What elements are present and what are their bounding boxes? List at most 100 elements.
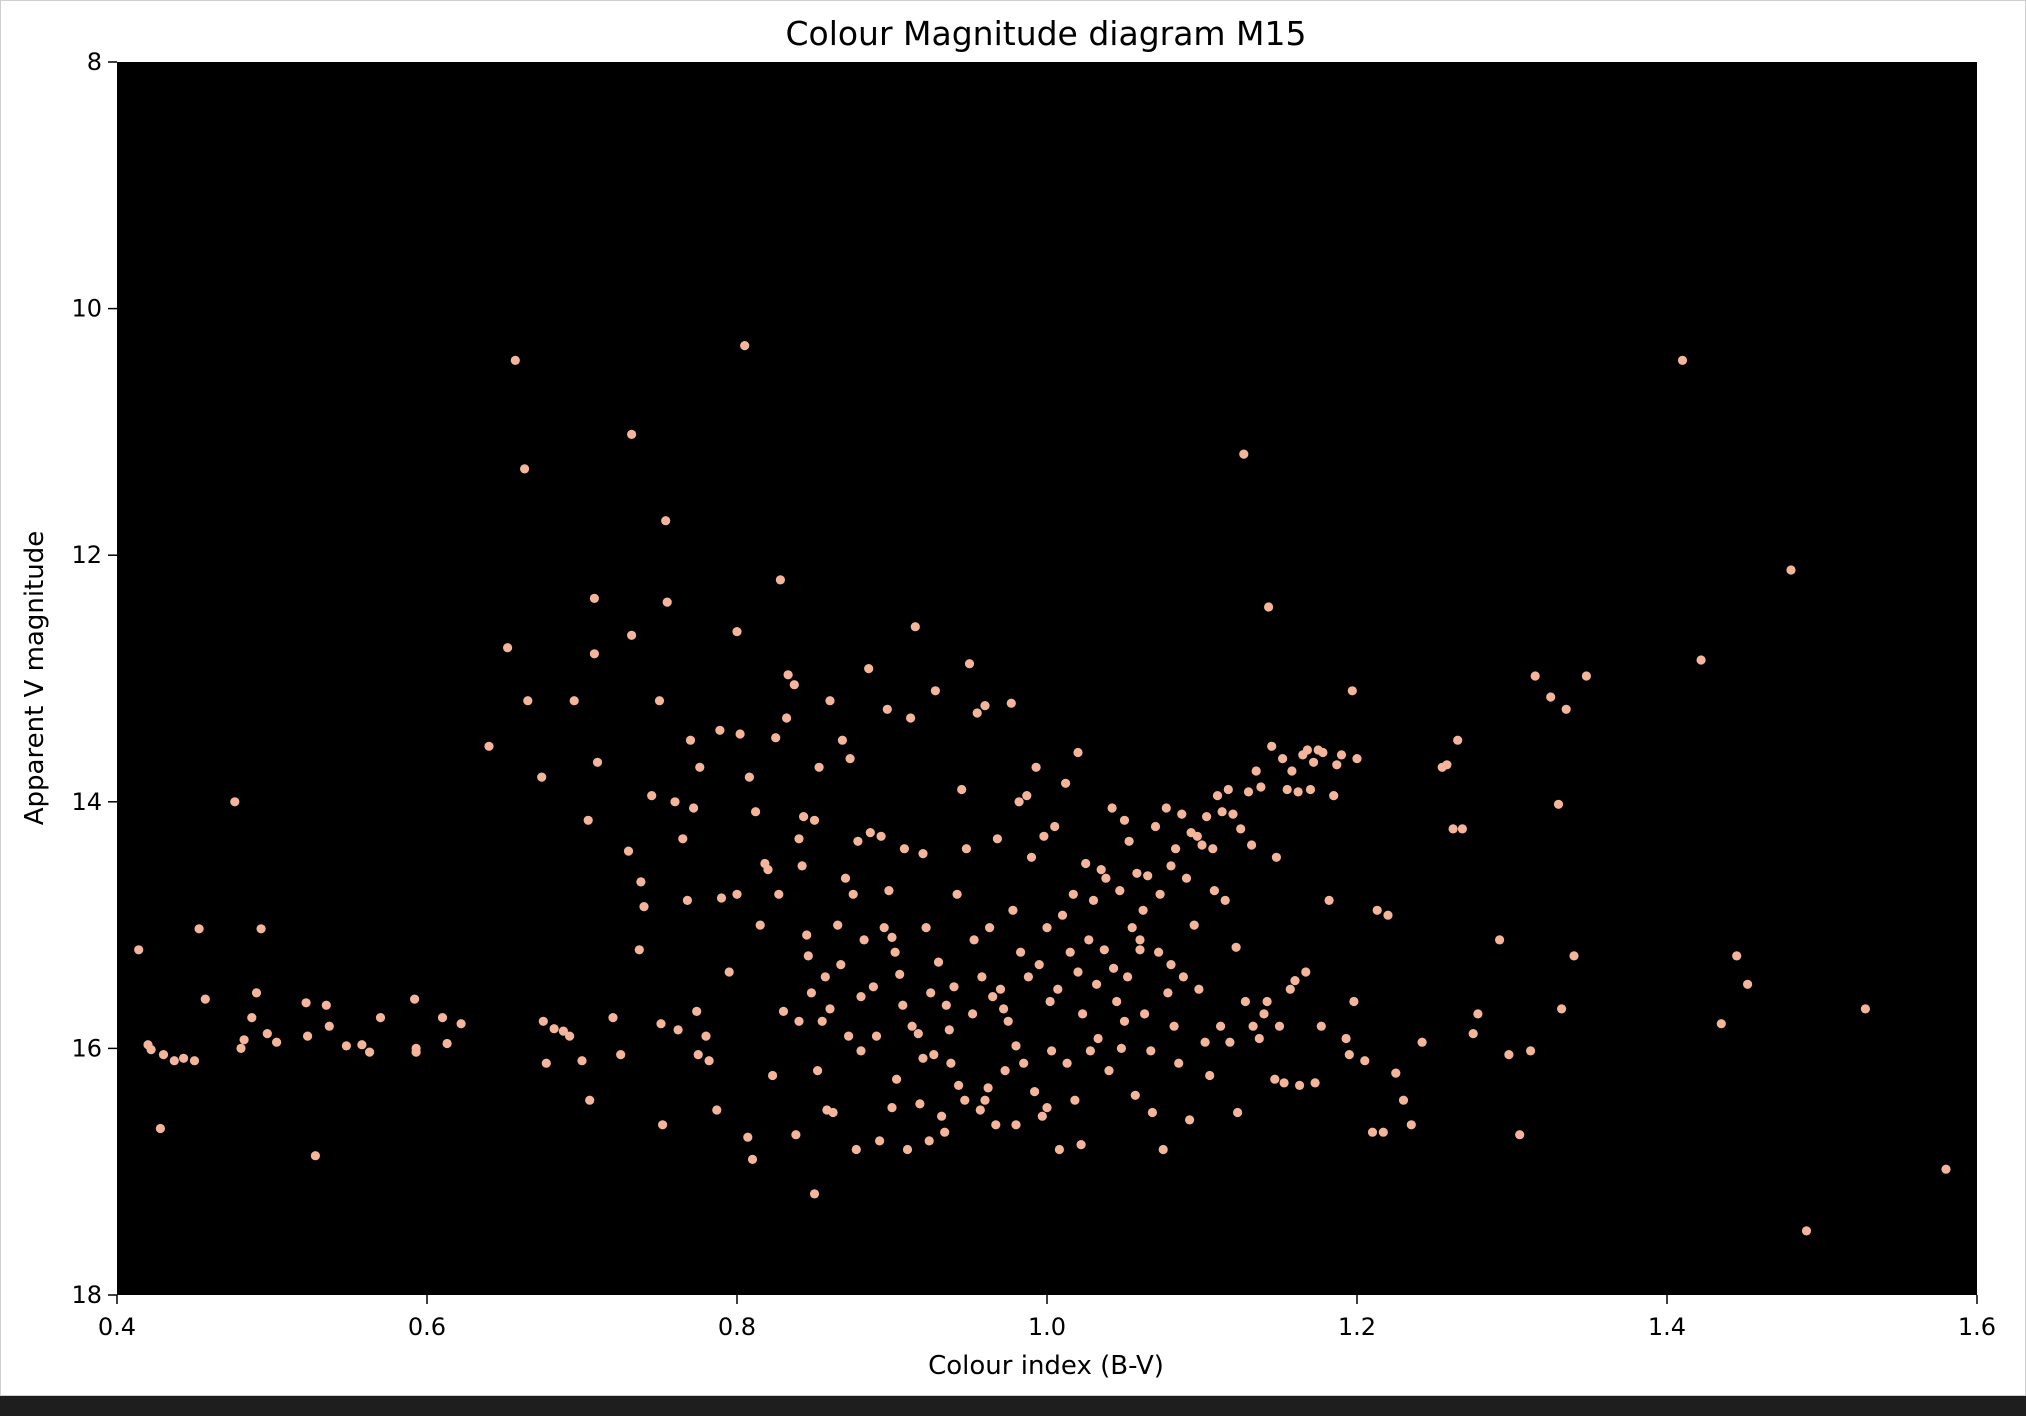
data-point bbox=[1254, 1033, 1264, 1044]
data-point bbox=[1161, 803, 1171, 813]
data-point bbox=[789, 680, 799, 690]
data-point bbox=[411, 1047, 421, 1057]
data-point bbox=[1124, 836, 1134, 846]
data-point bbox=[910, 622, 920, 632]
data-point bbox=[961, 844, 972, 854]
data-point bbox=[639, 902, 649, 912]
data-point bbox=[1557, 1004, 1567, 1014]
data-point bbox=[1130, 1090, 1140, 1100]
data-point bbox=[898, 1000, 908, 1010]
data-point bbox=[1084, 935, 1094, 945]
data-point bbox=[771, 733, 781, 743]
data-point bbox=[1305, 784, 1316, 795]
data-point bbox=[1495, 935, 1505, 945]
data-point bbox=[1011, 1041, 1021, 1051]
data-point bbox=[1026, 852, 1037, 862]
data-point bbox=[1208, 844, 1218, 854]
data-point bbox=[1119, 1016, 1130, 1026]
data-point bbox=[980, 701, 990, 711]
data-point bbox=[636, 877, 646, 887]
data-point bbox=[658, 1120, 668, 1130]
data-point bbox=[1192, 831, 1202, 841]
data-point bbox=[751, 807, 761, 817]
data-point bbox=[1166, 960, 1176, 970]
data-point bbox=[1216, 1021, 1226, 1031]
data-point bbox=[1526, 1046, 1536, 1056]
data-point bbox=[1259, 1009, 1269, 1019]
data-point bbox=[1057, 910, 1068, 920]
data-point bbox=[341, 1041, 351, 1051]
data-point bbox=[1011, 1120, 1021, 1130]
data-point bbox=[1085, 1046, 1095, 1056]
data-point bbox=[803, 951, 813, 961]
data-point bbox=[520, 464, 530, 474]
data-point bbox=[1546, 692, 1556, 702]
data-point bbox=[1112, 996, 1122, 1007]
data-point bbox=[743, 1132, 753, 1142]
data-point bbox=[689, 803, 699, 813]
data-point bbox=[1239, 449, 1249, 459]
data-point bbox=[1372, 905, 1382, 915]
data-point bbox=[840, 873, 851, 883]
data-point bbox=[589, 593, 600, 604]
data-point bbox=[1349, 996, 1359, 1007]
data-point bbox=[1062, 1058, 1072, 1068]
data-point bbox=[1135, 945, 1145, 955]
data-point bbox=[1104, 1066, 1114, 1076]
data-point bbox=[1174, 1058, 1184, 1068]
data-point bbox=[732, 889, 742, 899]
x-tick-label: 0.4 bbox=[98, 1313, 136, 1341]
data-point bbox=[685, 735, 696, 745]
data-point bbox=[1053, 984, 1063, 994]
data-point bbox=[1030, 1087, 1040, 1097]
data-point bbox=[797, 861, 807, 871]
data-point bbox=[365, 1047, 375, 1057]
data-point bbox=[940, 1127, 950, 1137]
data-points bbox=[134, 341, 1951, 1236]
data-point bbox=[763, 865, 773, 875]
data-point bbox=[442, 1038, 452, 1049]
data-point bbox=[975, 1105, 985, 1115]
data-point bbox=[1442, 760, 1452, 770]
data-point bbox=[1200, 1037, 1210, 1047]
data-point bbox=[1217, 807, 1227, 817]
data-point bbox=[577, 1056, 587, 1066]
data-point bbox=[1185, 1115, 1195, 1125]
data-point bbox=[918, 849, 928, 859]
x-tick-label: 1.0 bbox=[1028, 1313, 1066, 1341]
data-point bbox=[820, 972, 830, 982]
data-point bbox=[972, 708, 982, 718]
data-point bbox=[1158, 1144, 1168, 1155]
data-point bbox=[158, 1050, 169, 1060]
data-point bbox=[848, 889, 858, 899]
data-point bbox=[809, 1189, 820, 1199]
data-point bbox=[321, 1000, 331, 1010]
data-point bbox=[949, 982, 959, 992]
data-point bbox=[1309, 757, 1319, 767]
data-point bbox=[1138, 905, 1148, 915]
data-point bbox=[1453, 735, 1463, 745]
data-point bbox=[537, 772, 547, 782]
data-point bbox=[968, 1009, 978, 1019]
data-point bbox=[755, 920, 765, 930]
data-point bbox=[179, 1053, 189, 1063]
data-point bbox=[1070, 1095, 1080, 1105]
data-point bbox=[724, 967, 734, 977]
data-point bbox=[1448, 824, 1458, 834]
data-point bbox=[1109, 963, 1119, 973]
data-point bbox=[608, 1013, 618, 1023]
data-point bbox=[1341, 1033, 1351, 1044]
data-point bbox=[924, 1136, 934, 1146]
data-point bbox=[853, 836, 863, 846]
data-point bbox=[1014, 797, 1024, 807]
y-tick-label: 16 bbox=[71, 1034, 102, 1062]
data-point bbox=[704, 1056, 714, 1066]
data-point bbox=[1202, 812, 1212, 822]
data-point bbox=[1553, 799, 1564, 809]
data-point bbox=[484, 741, 494, 751]
data-point bbox=[1006, 698, 1016, 708]
data-point bbox=[887, 932, 897, 943]
data-point bbox=[851, 1144, 861, 1155]
data-point bbox=[946, 1058, 956, 1068]
